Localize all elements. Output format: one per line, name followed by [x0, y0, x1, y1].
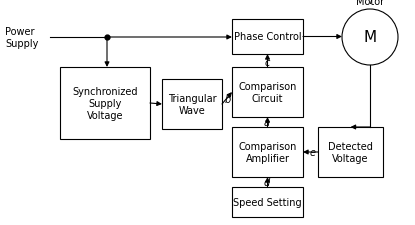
Text: Power
Supply: Power Supply [5, 27, 38, 49]
Text: Comparison
Circuit: Comparison Circuit [238, 81, 297, 104]
Text: b: b [225, 94, 231, 105]
Text: Synchronized
Supply
Voltage: Synchronized Supply Voltage [72, 86, 138, 121]
Text: a: a [264, 117, 270, 127]
Bar [232, 187, 303, 217]
Text: d: d [264, 177, 270, 187]
Text: Triangular
Wave: Triangular Wave [168, 93, 216, 116]
Bar [60, 68, 150, 139]
Text: c: c [264, 58, 270, 68]
Text: Detected
Voltage: Detected Voltage [328, 141, 373, 164]
Text: M: M [364, 30, 376, 45]
Bar [232, 68, 303, 117]
Text: Speed Setting: Speed Setting [233, 197, 302, 207]
Bar [162, 80, 222, 129]
Text: Phase Control: Phase Control [234, 32, 301, 42]
Text: e: e [310, 147, 316, 157]
Bar [232, 20, 303, 55]
Text: Comparison
Amplifier: Comparison Amplifier [238, 141, 297, 164]
Text: 7: 7 [367, 0, 373, 6]
Bar [318, 127, 383, 177]
Text: Motor: Motor [356, 0, 384, 7]
Bar [232, 127, 303, 177]
Circle shape [342, 10, 398, 66]
